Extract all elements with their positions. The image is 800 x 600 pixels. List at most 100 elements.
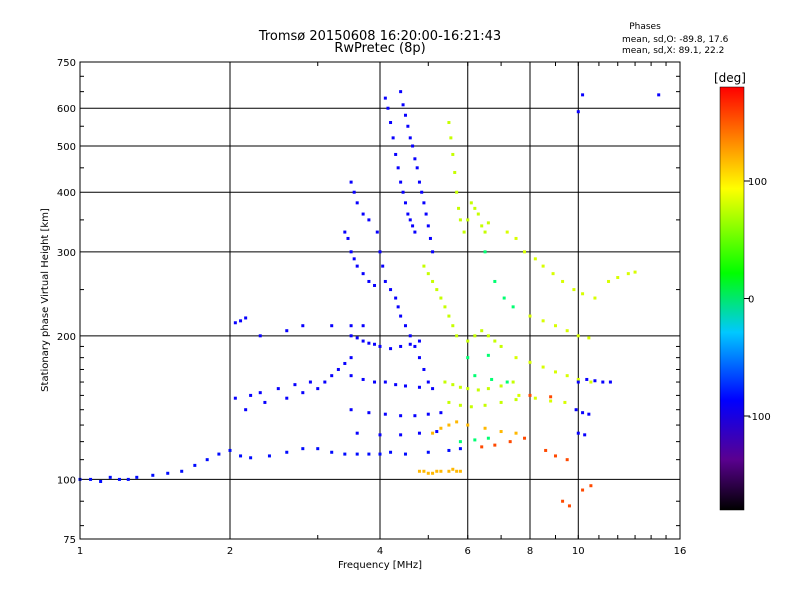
data-point bbox=[422, 367, 426, 371]
data-point bbox=[473, 334, 477, 338]
data-point bbox=[401, 190, 405, 194]
data-point bbox=[561, 279, 565, 283]
data-point bbox=[343, 361, 347, 365]
data-points bbox=[78, 90, 661, 508]
data-point bbox=[263, 400, 267, 404]
data-point bbox=[458, 403, 462, 407]
data-point bbox=[399, 90, 403, 94]
data-point bbox=[316, 447, 320, 451]
data-point bbox=[633, 270, 637, 274]
data-point bbox=[505, 230, 509, 234]
data-point bbox=[399, 314, 403, 318]
data-point bbox=[514, 398, 518, 402]
data-point bbox=[343, 230, 347, 234]
data-point bbox=[581, 411, 585, 415]
data-point bbox=[420, 190, 424, 194]
data-point bbox=[439, 411, 443, 415]
data-point bbox=[455, 420, 459, 424]
data-point bbox=[523, 436, 527, 440]
x-axis: 1 2 4 6 8 10 16 bbox=[77, 62, 686, 557]
data-point bbox=[349, 250, 353, 254]
data-point bbox=[330, 450, 334, 454]
data-point bbox=[391, 136, 395, 140]
data-point bbox=[528, 360, 532, 364]
data-point bbox=[383, 96, 387, 100]
data-point bbox=[293, 383, 297, 387]
data-point bbox=[480, 224, 484, 228]
data-point bbox=[316, 387, 320, 391]
data-point bbox=[563, 400, 567, 404]
y-tick-label: 100 bbox=[57, 475, 76, 486]
data-point bbox=[383, 412, 387, 416]
data-point bbox=[301, 447, 305, 451]
x-tick-label: 4 bbox=[377, 546, 383, 557]
data-point bbox=[244, 408, 248, 412]
data-point bbox=[514, 236, 518, 240]
data-point bbox=[426, 471, 430, 475]
data-point bbox=[541, 264, 545, 268]
data-point bbox=[466, 339, 470, 343]
data-point bbox=[276, 387, 280, 391]
data-point bbox=[361, 212, 365, 216]
data-point bbox=[576, 380, 580, 384]
y-tick-label: 750 bbox=[57, 58, 76, 69]
y-axis-label: Stationary phase Virtual Height [km] bbox=[40, 208, 51, 392]
data-point bbox=[411, 144, 415, 148]
data-point bbox=[413, 157, 417, 161]
data-point bbox=[553, 370, 557, 374]
y-tick-label: 200 bbox=[57, 332, 76, 343]
data-point bbox=[576, 431, 580, 435]
data-point bbox=[493, 279, 497, 283]
data-point bbox=[151, 473, 155, 477]
colorbar-tick-label: 100 bbox=[748, 177, 767, 188]
data-point bbox=[589, 484, 593, 488]
data-point bbox=[476, 388, 480, 392]
data-point bbox=[626, 272, 630, 276]
data-point bbox=[330, 374, 334, 378]
data-point bbox=[343, 452, 347, 456]
data-point bbox=[576, 110, 580, 114]
data-point bbox=[389, 288, 393, 292]
data-point bbox=[417, 385, 421, 389]
data-point bbox=[533, 257, 537, 261]
y-tick-label: 600 bbox=[57, 104, 76, 115]
data-point bbox=[544, 448, 548, 452]
data-point bbox=[267, 454, 271, 458]
data-point bbox=[244, 316, 248, 320]
data-point bbox=[551, 272, 555, 276]
data-point bbox=[587, 336, 591, 340]
data-point bbox=[239, 319, 243, 323]
data-point bbox=[483, 426, 487, 430]
data-point bbox=[553, 454, 557, 458]
data-point bbox=[367, 452, 371, 456]
data-point bbox=[439, 469, 443, 473]
data-point bbox=[301, 391, 305, 395]
data-point bbox=[406, 212, 410, 216]
data-point bbox=[589, 380, 593, 384]
data-point bbox=[352, 190, 356, 194]
data-point bbox=[499, 384, 503, 388]
data-point bbox=[349, 334, 353, 338]
data-point bbox=[349, 408, 353, 412]
data-point bbox=[431, 431, 435, 435]
data-point bbox=[403, 324, 407, 328]
data-point bbox=[285, 450, 289, 454]
data-point bbox=[469, 405, 473, 409]
data-point bbox=[336, 367, 340, 371]
data-point bbox=[367, 279, 371, 283]
x-axis-label: Frequency [MHz] bbox=[338, 560, 422, 571]
data-point bbox=[549, 395, 553, 399]
data-point bbox=[301, 324, 305, 328]
data-point bbox=[361, 377, 365, 381]
data-point bbox=[447, 314, 451, 318]
data-point bbox=[451, 467, 455, 471]
chart-subtitle: RwPretec (8p) bbox=[334, 41, 425, 56]
data-point bbox=[528, 314, 532, 318]
data-point bbox=[587, 412, 591, 416]
x-tick-label: 2 bbox=[227, 546, 233, 557]
data-point bbox=[378, 452, 382, 456]
data-point bbox=[399, 414, 403, 418]
data-point bbox=[349, 180, 353, 184]
data-point bbox=[401, 103, 405, 107]
y-tick-label: 500 bbox=[57, 142, 76, 153]
